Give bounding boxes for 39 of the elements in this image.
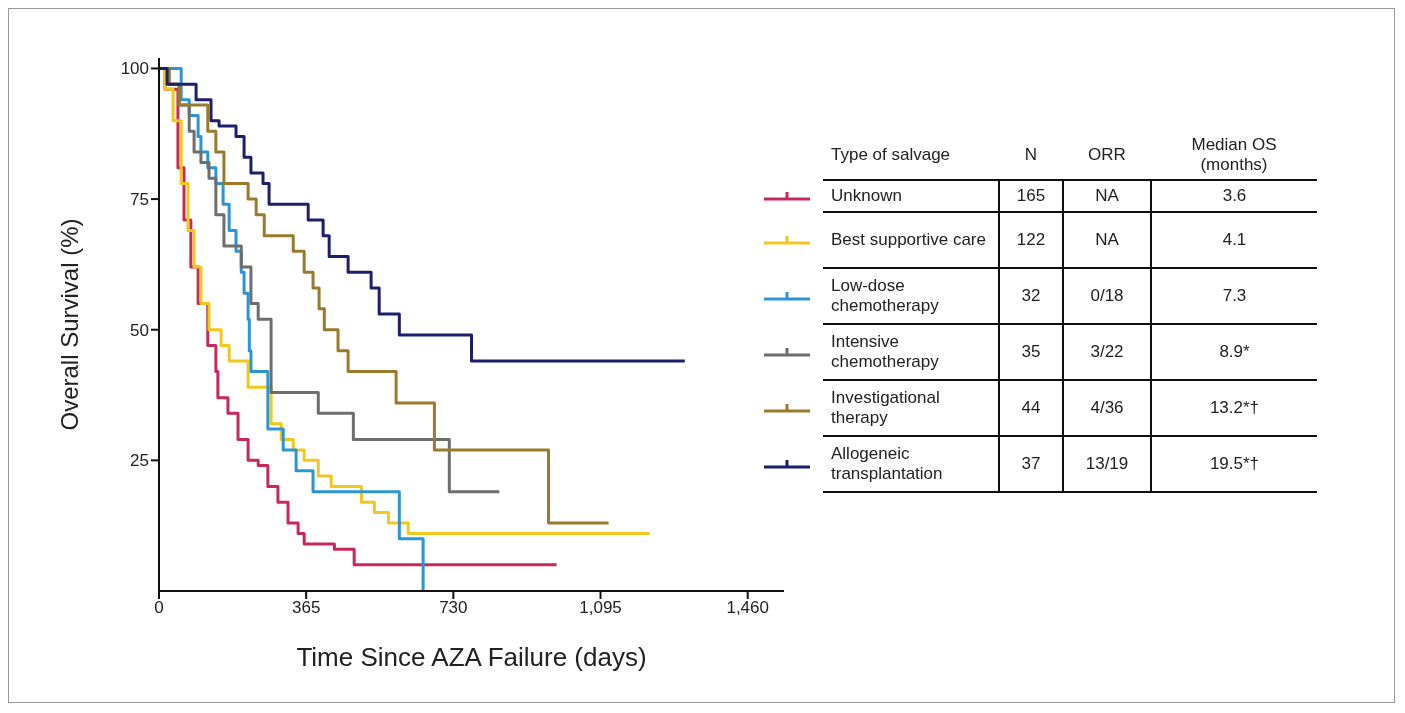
y-tick-label: 50 bbox=[130, 320, 149, 340]
legend-title: Type of salvage bbox=[830, 144, 952, 166]
legend-label: Allogeneic transplantation bbox=[823, 436, 999, 492]
text: 4/36 bbox=[1063, 380, 1151, 436]
text: 0/18 bbox=[1063, 268, 1151, 324]
text: 35 bbox=[999, 324, 1063, 380]
text: N bbox=[1023, 144, 1039, 166]
text: 7.3 bbox=[1151, 268, 1317, 324]
text: 3.6 bbox=[1151, 180, 1317, 212]
text: ORR bbox=[1087, 144, 1127, 166]
text: Median OS (months) bbox=[1190, 134, 1278, 176]
y-tick-label: 75 bbox=[130, 190, 149, 210]
text: 19.5*† bbox=[1151, 436, 1317, 492]
legend-label: Intensive chemotherapy bbox=[823, 324, 999, 380]
text: 122 bbox=[999, 212, 1063, 268]
y-axis-title: Overall Survival (%) bbox=[55, 218, 83, 431]
x-tick-label: 1,095 bbox=[579, 598, 622, 618]
text: NA bbox=[1063, 212, 1151, 268]
text: 37 bbox=[999, 436, 1063, 492]
text: 3/22 bbox=[1063, 324, 1151, 380]
text: 13/19 bbox=[1063, 436, 1151, 492]
x-tick-label: 365 bbox=[291, 598, 321, 618]
text: 32 bbox=[999, 268, 1063, 324]
text: 8.9* bbox=[1151, 324, 1317, 380]
legend-label: Best supportive care bbox=[823, 212, 999, 268]
y-tick-label: 100 bbox=[120, 59, 149, 79]
x-tick-label: 1,460 bbox=[726, 598, 769, 618]
legend-label: Unknown bbox=[823, 180, 999, 212]
text: NA bbox=[1063, 180, 1151, 212]
text: 13.2*† bbox=[1151, 380, 1317, 436]
x-axis-title: Time Since AZA Failure (days) bbox=[296, 642, 647, 672]
text: 4.1 bbox=[1151, 212, 1317, 268]
x-tick-label: 730 bbox=[439, 598, 468, 618]
legend-label: Low-dose chemotherapy bbox=[823, 268, 999, 324]
text: 44 bbox=[999, 380, 1063, 436]
legend-label: Investigational therapy bbox=[823, 380, 999, 436]
y-tick-label: 25 bbox=[130, 451, 149, 471]
x-tick-label: 0 bbox=[154, 598, 164, 618]
text: 165 bbox=[999, 180, 1063, 212]
